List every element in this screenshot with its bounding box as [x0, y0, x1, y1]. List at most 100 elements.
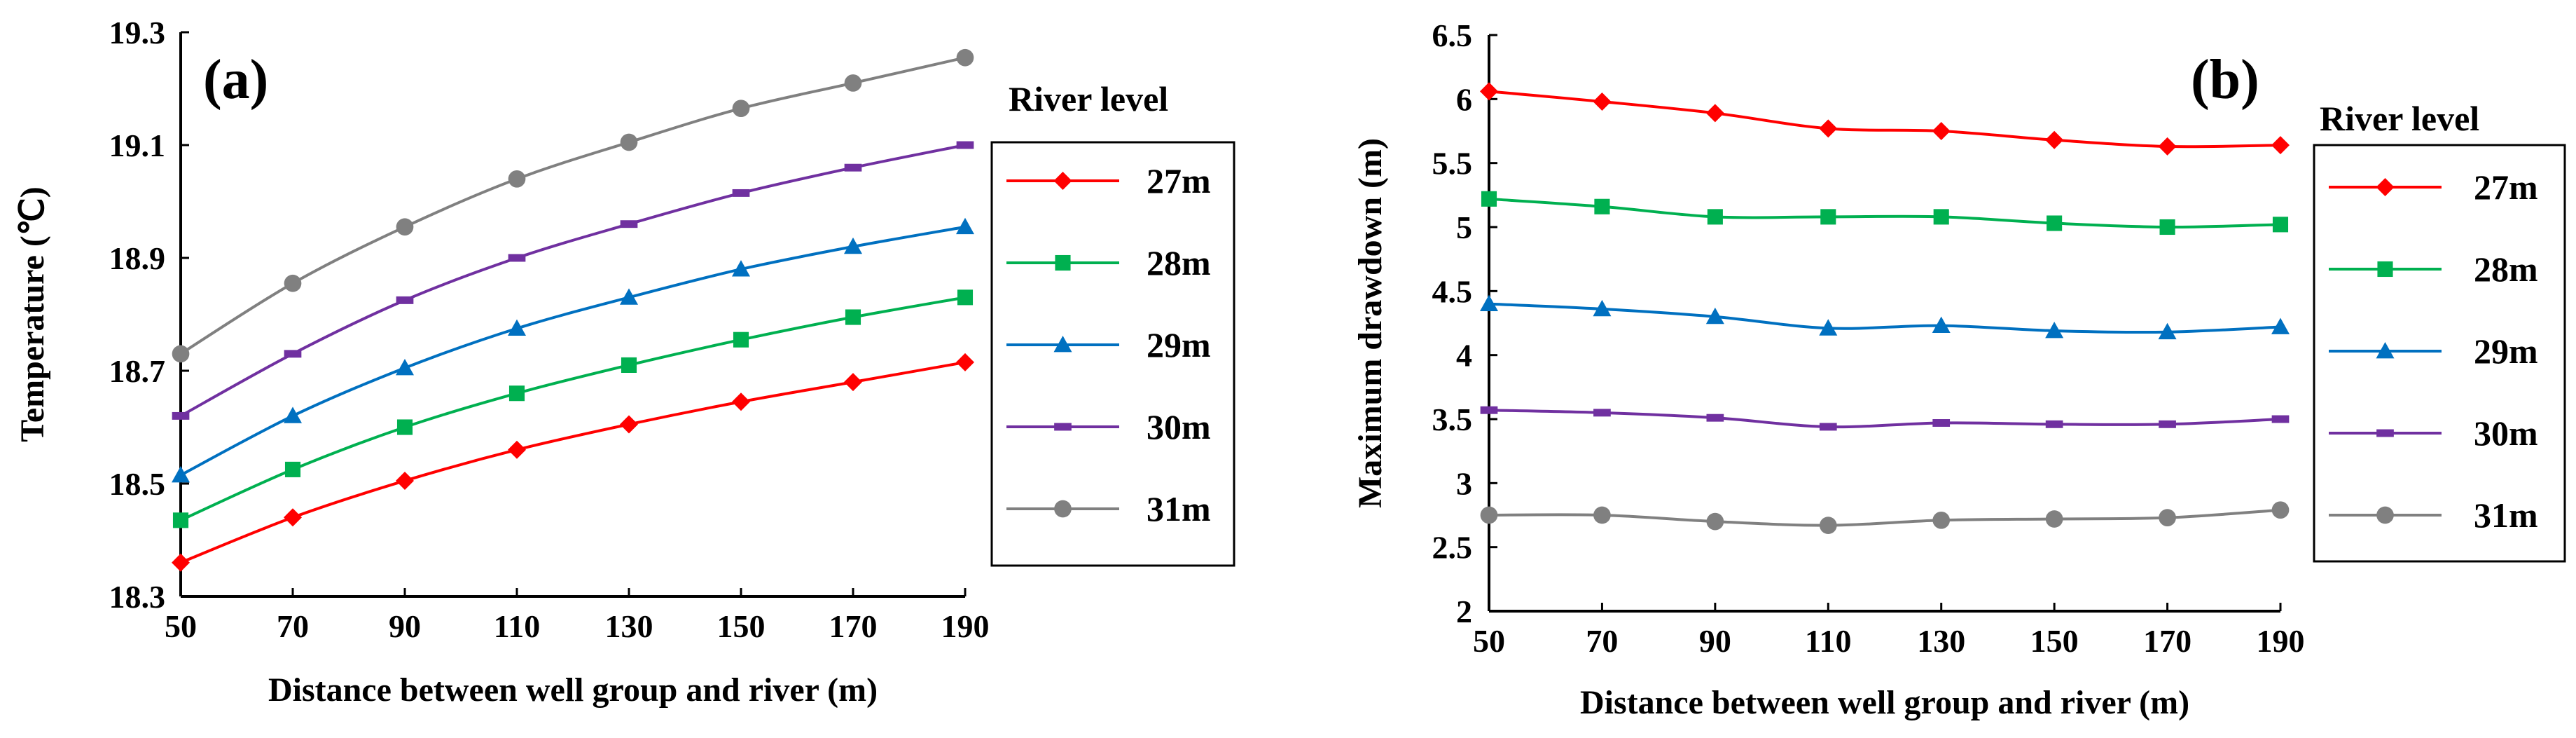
chart-a-x-tick-label: 130: [605, 608, 653, 644]
chart-a-data-point: [172, 345, 190, 363]
chart-b-data-point: [2271, 136, 2290, 155]
chart-a-legend-label: 28m: [1147, 243, 1211, 282]
chart-b-data-point: [1706, 512, 1724, 531]
chart-a-data-point: [621, 357, 637, 373]
chart-a-data-point: [396, 471, 414, 490]
chart-b-x-tick-label: 110: [1805, 623, 1851, 659]
chart-a-panel-label: (a): [203, 49, 268, 111]
chart-b-data-point: [1705, 307, 1724, 324]
chart-a-data-point: [396, 218, 414, 236]
chart-b-data-point: [1706, 414, 1724, 422]
chart-b-data-point: [1480, 406, 1498, 414]
chart-a-data-point: [396, 358, 414, 376]
chart-a-y-tick-label: 19.1: [109, 128, 166, 163]
chart-b-data-point: [1593, 92, 1612, 111]
chart-a-data-point: [732, 392, 750, 411]
chart-a-y-tick-label: 18.9: [109, 240, 166, 276]
chart-a-y-tick-label: 18.5: [109, 466, 166, 502]
chart-b-x-tick-label: 70: [1586, 623, 1618, 659]
chart-b-y-tick-label: 3.5: [1432, 402, 1473, 437]
chart-b-data-point: [2271, 501, 2290, 519]
chart-b-panel-label: (b): [2191, 49, 2259, 111]
chart-a-x-tick-label: 50: [165, 608, 197, 644]
chart-a-legend-title: River level: [1009, 79, 1168, 118]
chart-a-data-point: [620, 220, 638, 228]
chart-b-legend-box: [2313, 144, 2566, 563]
chart-a-y-tick-label: 18.7: [109, 353, 166, 389]
chart-a-legend-label: 31m: [1147, 489, 1211, 528]
chart-a-data-point: [733, 332, 749, 348]
chart-a-data-point: [284, 274, 302, 292]
chart-a-y-axis-title: Temperature (℃): [14, 186, 51, 442]
chart-b-data-point: [1932, 122, 1951, 140]
chart-a-data-point: [172, 512, 189, 528]
chart-b-data-point: [1480, 82, 1498, 101]
chart-a-x-tick-label: 190: [941, 608, 990, 644]
chart-a-series-27m: [172, 353, 974, 572]
chart-a-legend: River level 27m 28m 29m 30m 31m: [990, 79, 1235, 567]
chart-b-data-point: [1705, 104, 1724, 123]
chart-b-data-point: [2158, 322, 2177, 340]
chart-a-data-point: [172, 553, 190, 572]
chart-b-legend-label: 31m: [2474, 496, 2538, 535]
chart-a-legend-label: 30m: [1147, 407, 1211, 446]
chart-b-series-line: [1488, 197, 2281, 229]
chart-a-data-point: [508, 385, 525, 402]
chart-a-data-point: [732, 189, 750, 197]
chart-a-data-point: [956, 217, 974, 235]
chart-b-data-point: [2271, 415, 2290, 423]
chart-b-legend: River level 27m 28m 29m 30m 31m: [2313, 99, 2566, 563]
chart-a-data-point: [845, 309, 861, 325]
chart-a-data-point: [396, 296, 414, 304]
chart-a-legend-marker: [1054, 500, 1072, 518]
chart-b-data-point: [2047, 215, 2063, 231]
chart-b-data-point: [1593, 506, 1611, 524]
chart-b-legend-label: 30m: [2474, 414, 2538, 453]
chart-a-data-point: [620, 415, 638, 434]
chart-a-data-point: [620, 288, 638, 305]
chart-b-data-point: [2045, 130, 2064, 149]
chart-b-data-point: [1932, 419, 1951, 427]
chart-a-data-point: [844, 163, 862, 172]
chart-a-data-point: [844, 74, 862, 92]
chart-a-y-tick-label: 19.3: [109, 15, 166, 50]
chart-b-x-tick-label: 130: [1917, 623, 1965, 659]
chart-b-legend-marker: [2376, 429, 2394, 437]
chart-b-series-line: [1488, 302, 2281, 334]
chart-b-data-point: [2159, 509, 2176, 527]
chart-b-x-tick-label: 50: [1473, 623, 1505, 659]
chart-a-data-point: [396, 419, 413, 435]
chart-b-data-point: [1820, 209, 1836, 225]
chart-a-data-point: [508, 440, 526, 459]
chart-a-x-tick-label: 150: [717, 608, 766, 644]
chart-a-data-point: [732, 260, 750, 277]
chart-b-data-point: [1481, 191, 1497, 207]
chart-a-legend-marker: [1055, 254, 1071, 271]
chart-b-legend-label: 27m: [2474, 168, 2538, 207]
chart-b-series-line: [1488, 409, 2281, 429]
chart-a-series-line: [180, 296, 966, 522]
chart-a-data-point: [508, 254, 526, 262]
chart-b-data-point: [2045, 420, 2063, 428]
chart-a-legend-label: 29m: [1147, 325, 1211, 364]
chart-a-series-30m: [172, 141, 974, 420]
chart-a-x-axis-title: Distance between well group and river (m…: [268, 671, 878, 709]
chart-a-data-point: [284, 406, 302, 423]
chart-a-data-point: [732, 100, 750, 118]
chart-b-y-tick-label: 2: [1456, 594, 1472, 629]
chart-a-series-28m: [172, 289, 974, 528]
chart-a-x-tick-label: 90: [389, 608, 421, 644]
chart-b-y-tick-label: 3: [1456, 465, 1472, 501]
chart-a-legend-label: 27m: [1147, 161, 1211, 200]
chart-a-data-point: [172, 411, 190, 420]
chart-b-data-point: [1594, 198, 1610, 214]
chart-a-data-point: [620, 133, 638, 151]
chart-b-series-line: [1488, 90, 2281, 149]
chart-b-data-point: [1932, 511, 1951, 529]
chart-b-data-point: [2158, 137, 2177, 156]
chart-b-data-point: [1819, 119, 1838, 138]
chart-a-data-point: [957, 289, 974, 306]
chart-b-data-point: [1932, 316, 1951, 334]
chart-a-data-point: [956, 353, 974, 371]
